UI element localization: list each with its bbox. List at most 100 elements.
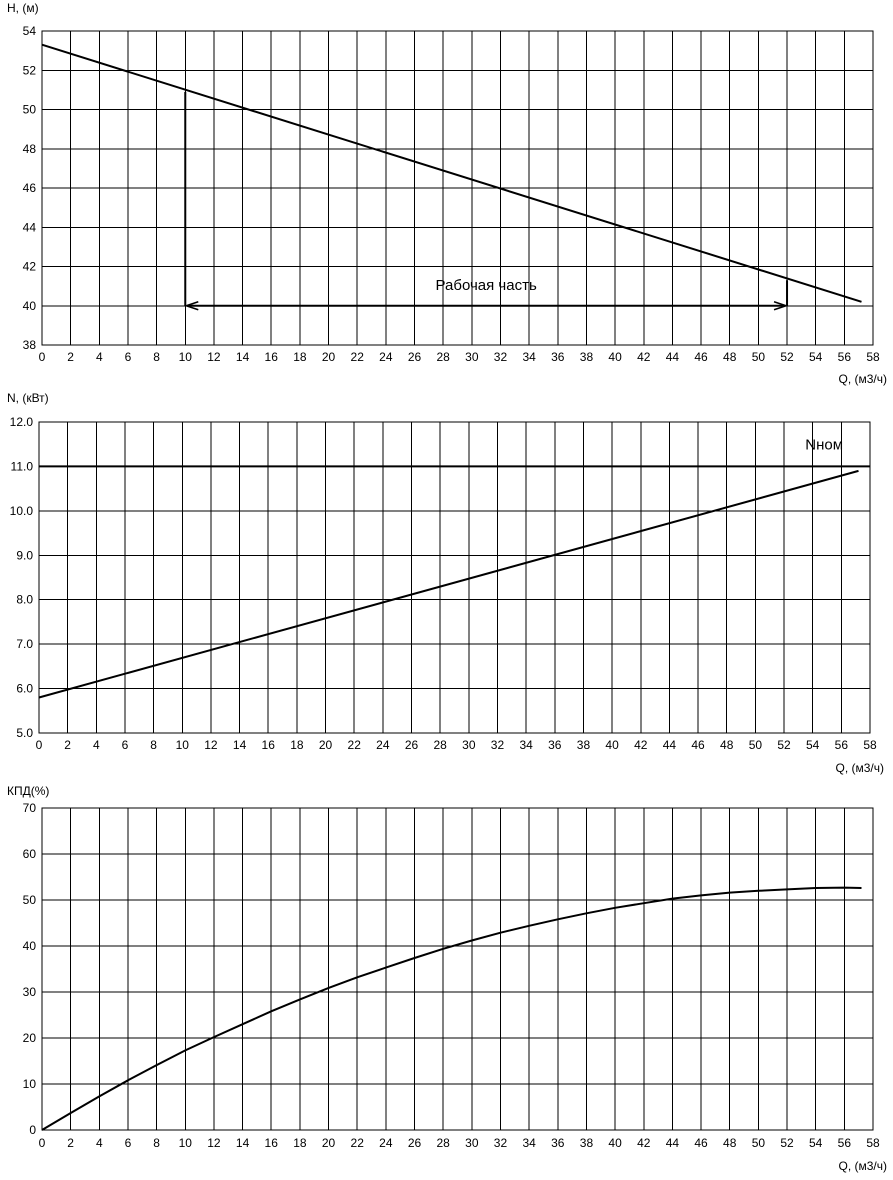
x-tick-label: 52 (780, 350, 794, 364)
x-tick-label: 6 (125, 350, 132, 364)
chart-power: 0 2 4 6 8 10 12 14 16 18 20 22 24 26 28 30 32 34 36 38 40 42 4… (7, 391, 884, 775)
x-tick-label: 38 (577, 738, 591, 752)
x-tick-label: 38 (580, 1136, 594, 1150)
x-tick-label: 12 (207, 350, 221, 364)
x-tick-label: 40 (608, 350, 622, 364)
y-tick-label: 50 (23, 103, 37, 117)
x-tick-label: 16 (262, 738, 276, 752)
y-tick-label: 6.0 (16, 682, 33, 696)
x-tick-label: 0 (39, 350, 46, 364)
x-tick-label: 42 (637, 350, 651, 364)
x-tick-label: 10 (176, 738, 190, 752)
x-tick-label: 52 (780, 1136, 794, 1150)
y-tick-label: 38 (23, 338, 37, 352)
y-axis-label: КПД(%) (7, 784, 49, 798)
x-tick-label: 24 (376, 738, 390, 752)
y-tick-label: 7.0 (16, 637, 33, 651)
y-tick-label: 48 (23, 142, 37, 156)
x-tick-label: 46 (694, 1136, 708, 1150)
x-tick-label: 22 (348, 738, 362, 752)
x-tick-label: 50 (752, 1136, 766, 1150)
x-tick-label: 26 (405, 738, 419, 752)
y-tick-label: 54 (23, 24, 37, 38)
x-tick-label: 4 (96, 350, 103, 364)
series-line-efficiency (41, 886, 862, 1131)
x-tick-label: 6 (125, 1136, 132, 1150)
x-tick-label: 10 (179, 350, 193, 364)
y-tick-label: 12.0 (10, 415, 34, 429)
y-tick-label: 42 (23, 260, 37, 274)
x-tick-label: 2 (64, 738, 71, 752)
arrow-head-right (773, 301, 787, 311)
x-tick-label: 0 (39, 1136, 46, 1150)
x-tick-label: 56 (838, 1136, 852, 1150)
x-axis-label: Q, (м3/ч) (838, 372, 887, 386)
plot-frame (38, 421, 871, 734)
x-tick-label: 4 (96, 1136, 103, 1150)
x-tick-label: 30 (465, 350, 479, 364)
x-tick-label: 54 (809, 350, 823, 364)
x-tick-label: 56 (835, 738, 849, 752)
x-tick-label: 40 (605, 738, 619, 752)
x-tick-label: 28 (433, 738, 447, 752)
x-tick-label: 38 (580, 350, 594, 364)
series-line-power (38, 469, 859, 699)
series-line-head (41, 43, 862, 303)
x-tick-label: 34 (522, 350, 536, 364)
x-tick-label: 6 (122, 738, 129, 752)
x-tick-label: 28 (436, 350, 450, 364)
x-tick-label: 12 (207, 1136, 221, 1150)
x-tick-label: 28 (436, 1136, 450, 1150)
x-tick-label: 10 (179, 1136, 193, 1150)
x-tick-label: 16 (265, 1136, 279, 1150)
y-tick-label: 60 (23, 847, 37, 861)
x-tick-label: 20 (322, 350, 336, 364)
y-tick-label: 44 (23, 220, 37, 234)
y-tick-label: 30 (23, 985, 37, 999)
x-tick-label: 46 (691, 738, 705, 752)
y-tick-label: 40 (23, 939, 37, 953)
y-tick-label: 52 (23, 63, 37, 77)
y-tick-label: 20 (23, 1031, 37, 1045)
x-tick-label: 22 (351, 350, 365, 364)
x-tick-label: 52 (777, 738, 791, 752)
x-tick-label: 54 (806, 738, 820, 752)
y-axis-label: H, (м) (7, 1, 39, 15)
x-tick-label: 48 (723, 350, 737, 364)
y-tick-label: 10 (23, 1077, 37, 1091)
y-tick-label: 0 (29, 1123, 36, 1137)
plot-frame (41, 807, 874, 1131)
arrow-head-left (186, 301, 199, 311)
x-tick-label: 30 (465, 1136, 479, 1150)
x-axis-label: Q, (м3/ч) (835, 761, 884, 775)
x-tick-label: 12 (204, 738, 218, 752)
chart-head: 0 2 4 6 8 10 12 14 16 18 20 22 24 26 28 30 32 34 36 38 40 42 4… (7, 1, 887, 386)
x-tick-label: 32 (494, 1136, 508, 1150)
x-tick-label: 14 (236, 1136, 250, 1150)
x-tick-label: 24 (379, 350, 393, 364)
x-tick-label: 4 (93, 738, 100, 752)
working-range-label: Рабочая часть (436, 277, 537, 294)
x-axis-label: Q, (м3/ч) (838, 1159, 887, 1173)
x-tick-label: 48 (723, 1136, 737, 1150)
x-tick-label: 20 (322, 1136, 336, 1150)
x-tick-label: 2 (67, 1136, 74, 1150)
x-tick-label: 50 (752, 350, 766, 364)
x-tick-label: 36 (551, 1136, 565, 1150)
x-tick-label: 42 (637, 1136, 651, 1150)
x-tick-label: 24 (379, 1136, 393, 1150)
y-tick-label: 50 (23, 893, 37, 907)
x-tick-label: 44 (666, 350, 680, 364)
x-tick-label: 26 (408, 350, 422, 364)
x-tick-label: 22 (351, 1136, 365, 1150)
x-tick-label: 20 (319, 738, 333, 752)
y-tick-label: 10.0 (10, 504, 34, 518)
x-tick-label: 44 (663, 738, 677, 752)
x-tick-label: 42 (634, 738, 648, 752)
x-tick-label: 0 (36, 738, 43, 752)
y-tick-label: 5.0 (16, 726, 33, 740)
x-tick-label: 58 (866, 350, 880, 364)
x-tick-label: 36 (548, 738, 562, 752)
x-tick-label: 8 (150, 738, 157, 752)
